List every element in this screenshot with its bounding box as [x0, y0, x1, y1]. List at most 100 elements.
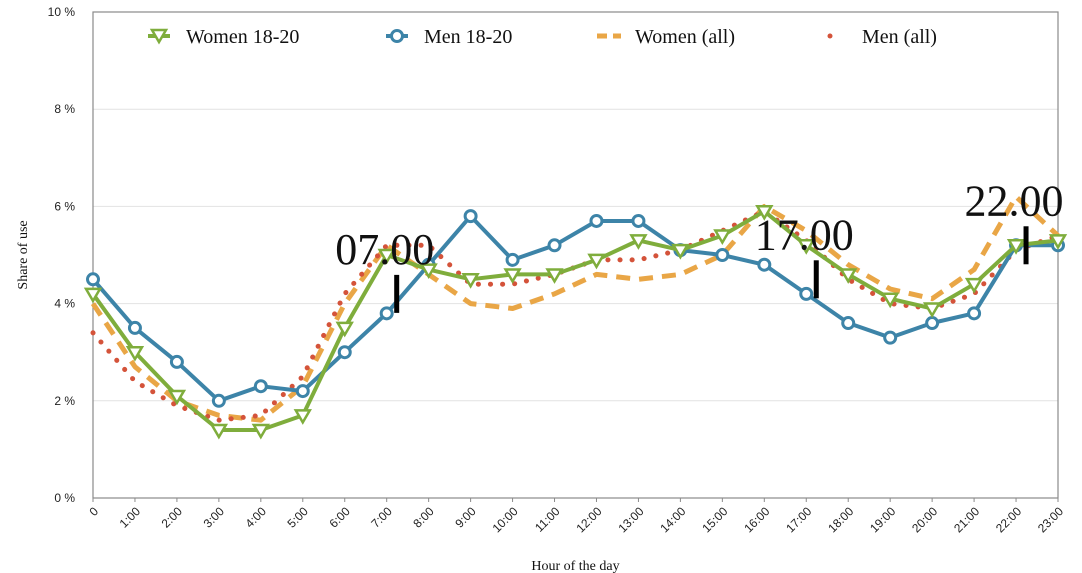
- x-tick-label: 0: [86, 504, 101, 519]
- data-point: [295, 384, 310, 399]
- y-tick-label: 8 %: [54, 102, 75, 116]
- x-tick-label: 16:00: [741, 504, 772, 535]
- x-tick-label: 10:00: [490, 504, 521, 535]
- grid-layer: [93, 108, 1058, 402]
- data-point: [335, 321, 354, 338]
- legend-item: Men 18-20: [386, 26, 512, 48]
- y-tick-label: 2 %: [54, 394, 75, 408]
- data-point: [925, 316, 940, 331]
- hour-marker: [813, 260, 819, 299]
- x-tick-labels: 0 1:00 2:00 3:00 4:00 5:00 6:00 7:00 8:00 9:00 10:…: [86, 498, 1066, 535]
- data-point: [841, 316, 856, 331]
- x-tick-label: 13:00: [615, 504, 646, 535]
- data-point: [1048, 234, 1068, 250]
- data-point: [461, 273, 480, 289]
- x-tick-label: 6:00: [326, 504, 353, 531]
- series-women-18-20: [83, 205, 1068, 440]
- series-line: [91, 209, 1059, 432]
- data-point: [251, 423, 271, 440]
- legend-item: Men (all): [827, 26, 937, 48]
- x-tick-label: 21:00: [951, 504, 982, 535]
- data-point: [125, 345, 145, 362]
- data-point: [883, 330, 898, 345]
- legend-item: Women (all): [597, 26, 735, 48]
- data-point: [1006, 239, 1026, 255]
- x-tick-label: 2:00: [159, 504, 186, 531]
- data-point: [799, 286, 814, 301]
- data-point: [589, 213, 604, 228]
- data-point: [671, 243, 690, 260]
- plot-frame: [92, 11, 1059, 499]
- data-point: [293, 409, 312, 425]
- data-point: [713, 229, 732, 246]
- series-line: [91, 214, 1058, 403]
- data-point: [463, 209, 478, 224]
- data-point: [83, 287, 103, 304]
- x-tick-label: 9:00: [452, 504, 479, 531]
- data-point: [503, 268, 522, 284]
- data-point: [377, 248, 396, 265]
- legend-label: Men 18-20: [424, 26, 512, 48]
- x-tick-label: 12:00: [573, 504, 604, 535]
- data-point: [757, 257, 772, 272]
- data-point: [880, 292, 900, 309]
- data-point: [337, 345, 352, 360]
- data-point: [797, 239, 816, 255]
- x-tick-label: 14:00: [657, 504, 688, 535]
- hour-annotation: 07.00: [335, 225, 434, 274]
- x-axis-label: Hour of the day: [531, 559, 619, 573]
- x-tick-label: 5:00: [284, 504, 311, 531]
- data-point: [86, 272, 100, 287]
- hour-annotation: 17.00: [755, 210, 854, 259]
- data-point: [169, 354, 184, 369]
- x-tick-label: 23:00: [1035, 504, 1066, 535]
- data-point: [922, 302, 942, 318]
- data-point: [547, 238, 562, 253]
- y-tick-label: 10 %: [48, 5, 76, 19]
- series-men-all-: [90, 208, 1061, 423]
- x-tick-label: 4:00: [243, 504, 270, 531]
- data-point: [211, 393, 226, 408]
- y-tick-label: 6 %: [54, 199, 75, 213]
- data-point: [629, 234, 648, 250]
- x-tick-label: 1:00: [117, 504, 144, 531]
- x-tick-label: 15:00: [699, 504, 730, 535]
- data-point: [253, 379, 268, 394]
- hour-marker: [394, 274, 400, 313]
- series-layer: [83, 194, 1068, 440]
- x-tick-label: 11:00: [532, 504, 563, 535]
- legend-label: Women (all): [635, 26, 735, 48]
- y-tick-labels: 0 % 2 % 4 % 6 % 8 % 10 %: [48, 5, 76, 505]
- x-tick-label: 7:00: [368, 504, 395, 531]
- x-tick-label: 22:00: [993, 504, 1024, 535]
- x-tick-label: 8:00: [410, 504, 437, 531]
- data-point: [715, 248, 730, 262]
- series-women-all-: [90, 194, 1060, 423]
- annotation-layer: 07.00 17.00 22.00: [335, 176, 1064, 313]
- data-point: [505, 252, 520, 267]
- data-point: [167, 389, 187, 406]
- y-axis-label: Share of use: [16, 220, 31, 289]
- y-tick-label: 4 %: [54, 297, 75, 311]
- legend-marker: [390, 29, 404, 43]
- hour-annotation: 22.00: [965, 176, 1064, 225]
- x-tick-label: 18:00: [825, 504, 856, 535]
- data-point: [587, 253, 606, 270]
- x-tick-label: 19:00: [867, 504, 898, 535]
- data-point: [379, 306, 394, 321]
- hour-marker: [1023, 226, 1029, 265]
- x-tick-label: 3:00: [201, 504, 228, 531]
- legend-item: Women 18-20: [148, 26, 299, 48]
- data-point: [127, 320, 142, 335]
- x-tick-label: 17:00: [783, 504, 814, 535]
- x-tick-label: 20:00: [909, 504, 940, 535]
- data-point: [631, 213, 646, 228]
- data-point: [419, 263, 438, 280]
- y-tick-label: 0 %: [54, 491, 75, 505]
- data-point: [755, 205, 774, 221]
- data-point: [209, 423, 229, 440]
- series-line: [90, 194, 1060, 423]
- legend-label: Women 18-20: [186, 26, 299, 48]
